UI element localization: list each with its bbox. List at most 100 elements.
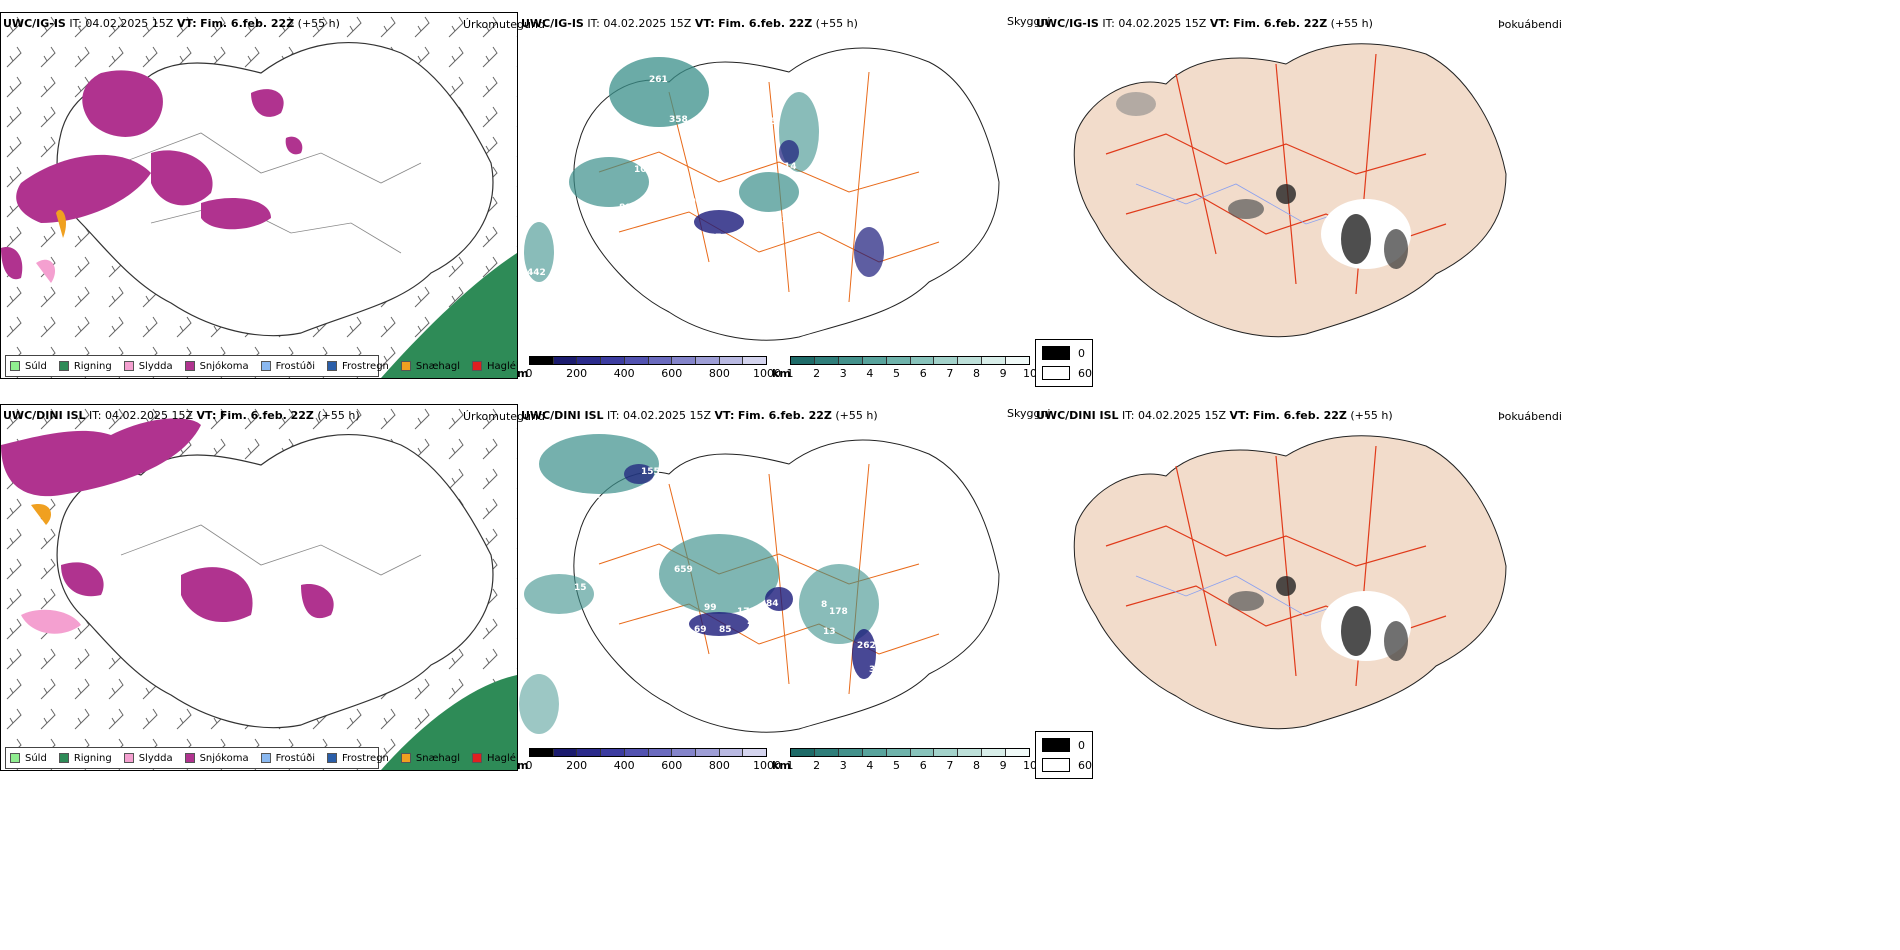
precip-map-svg (1, 405, 517, 770)
visibility-map: 261 28 358 45 842 273 366 1040 131 14 89… (519, 32, 1019, 352)
legend-swatch (400, 361, 411, 371)
colorbar-m: 0 200 400 600 800 1000 m (517, 356, 782, 390)
vis-label: 254 (611, 496, 630, 506)
vt-value: Fim. 6.feb. 22Z (737, 409, 832, 422)
legend-swatch (260, 361, 271, 371)
panel-header: UWC/IG-IS IT: 04.02.2025 15Z VT: Fim. 6.… (3, 17, 340, 30)
colorbar-cells (529, 356, 767, 365)
legend-swatch (472, 361, 483, 371)
precip-legend-item: Haglél (472, 752, 518, 764)
tick-label: 3 (839, 367, 847, 380)
vis-label: 14 (784, 162, 797, 172)
vt-label: VT: (694, 17, 715, 30)
vt-value: Fim. 6.feb. 22Z (1252, 409, 1347, 422)
precip-map-svg (1, 13, 517, 378)
tick-label: 400 (613, 759, 635, 772)
legend-swatch (58, 361, 69, 371)
vis-label: 99 (704, 603, 717, 613)
panel-title: Þokuábendi (1498, 18, 1562, 31)
precip-legend-item: Snjókoma (184, 753, 249, 764)
legend-swatch (10, 753, 20, 763)
it-value: 04.02.2025 15Z (603, 17, 692, 30)
tick-label: 6 (919, 759, 927, 772)
vis-label: 213 (747, 617, 766, 627)
vis-label: 112 (659, 629, 678, 639)
vis-label: 131 (769, 215, 788, 225)
row2-precip-panel: Súld Rigning Slydda Snjókoma Frostúði Fr… (0, 404, 545, 772)
legend-label: Snæhagl (415, 360, 461, 372)
it-value: 04.02.2025 15Z (105, 409, 194, 422)
vis-label: 358 (669, 115, 688, 125)
colorbar-cells (529, 748, 767, 757)
legend-label: Frostúði (275, 752, 315, 764)
colorbar-cells (790, 356, 1030, 365)
vis-label: 45 (764, 117, 777, 127)
fog-legend-item: 0 (1042, 346, 1085, 360)
vis-label: 262 (857, 641, 876, 651)
legend-label: Súld (25, 752, 47, 764)
legend-swatch (327, 753, 337, 763)
lead-time: (+55 h) (815, 17, 858, 30)
legend-label: Slydda (138, 752, 173, 764)
vis-label: 304 (597, 496, 616, 506)
model-name: UWC/DINI ISL (1036, 409, 1119, 422)
legend-swatch (1042, 366, 1070, 380)
colorbar-km: 1 2 3 4 5 6 7 8 9 10 km (772, 356, 1038, 390)
tick-label: 800 (708, 367, 730, 380)
vis-label: 261 (649, 75, 668, 85)
model-name: UWC/IG-IS (1036, 17, 1099, 30)
vis-label: 273 (649, 142, 668, 152)
legend-swatch (472, 753, 483, 763)
legend-label: Rigning (73, 360, 112, 372)
colorbar-ticks: 1 2 3 4 5 6 7 8 9 10 (786, 757, 1038, 772)
it-value: 04.02.2025 15Z (85, 17, 174, 30)
vis-label: 15 (574, 583, 587, 593)
visibility-value-labels: 261 28 358 45 842 273 366 1040 131 14 89… (527, 75, 882, 295)
vis-label: 34 (869, 665, 882, 675)
panel-title: Úrkomutegund (463, 410, 545, 423)
precip-map: Súld Rigning Slydda Snjókoma Frostúði Fr… (0, 12, 518, 379)
tick-label: 2 (813, 759, 821, 772)
precip-map: Súld Rigning Slydda Snjókoma Frostúði Fr… (0, 404, 518, 771)
legend-swatch (1042, 758, 1070, 772)
legend-label: Snæhagl (415, 752, 461, 764)
vt-label: VT: (176, 17, 197, 30)
model-name: UWC/IG-IS (3, 17, 66, 30)
tick-label: 3 (839, 759, 847, 772)
precip-legend: Súld Rigning Slydda Snjókoma Frostúði Fr… (5, 747, 517, 769)
fog-map-svg (1073, 43, 1507, 338)
vis-label: 155 (641, 467, 660, 477)
legend-label: Haglél (487, 752, 518, 764)
vis-label: 85 (719, 625, 732, 635)
colorbar-cells (790, 748, 1030, 757)
tick-label: 1 (786, 367, 794, 380)
visibility-map-svg: 261 28 358 45 842 273 366 1040 131 14 89… (524, 47, 1000, 341)
it-label: IT: (69, 17, 82, 30)
tick-label: 200 (566, 367, 588, 380)
tick-label: 1000 (753, 367, 781, 380)
colorbar-ticks: 1 2 3 4 5 6 7 8 9 10 (786, 365, 1038, 380)
fog-legend-item: 60 (1042, 758, 1092, 772)
it-label: IT: (1122, 409, 1135, 422)
tick-label: 10 (1023, 759, 1037, 772)
panel-header: UWC/DINI ISL IT: 04.02.2025 15Z VT: Fim.… (521, 409, 878, 422)
tick-label: 2 (813, 367, 821, 380)
lead-time: (+55 h) (835, 409, 878, 422)
vt-value: Fim. 6.feb. 22Z (1233, 17, 1328, 30)
vis-label: 366 (657, 166, 676, 176)
colorbar-ticks: 0 200 400 600 800 1000 (526, 365, 782, 380)
vis-label: 51 (659, 207, 672, 217)
tick-label: 7 (946, 367, 954, 380)
legend-swatch (184, 361, 195, 371)
model-name: UWC/IG-IS (521, 17, 584, 30)
tick-label: 1 (786, 759, 794, 772)
precip-legend-item: Frostúði (260, 361, 315, 372)
tick-label: 0 (525, 759, 533, 772)
tick-label: 600 (661, 367, 683, 380)
legend-label: Frostregn (342, 360, 389, 372)
precip-legend-item: Súld (10, 361, 47, 372)
vis-label: 13 (823, 627, 836, 637)
vis-label: 8 (821, 600, 827, 610)
tick-label: 4 (866, 759, 874, 772)
it-value: 04.02.2025 15Z (1118, 17, 1207, 30)
